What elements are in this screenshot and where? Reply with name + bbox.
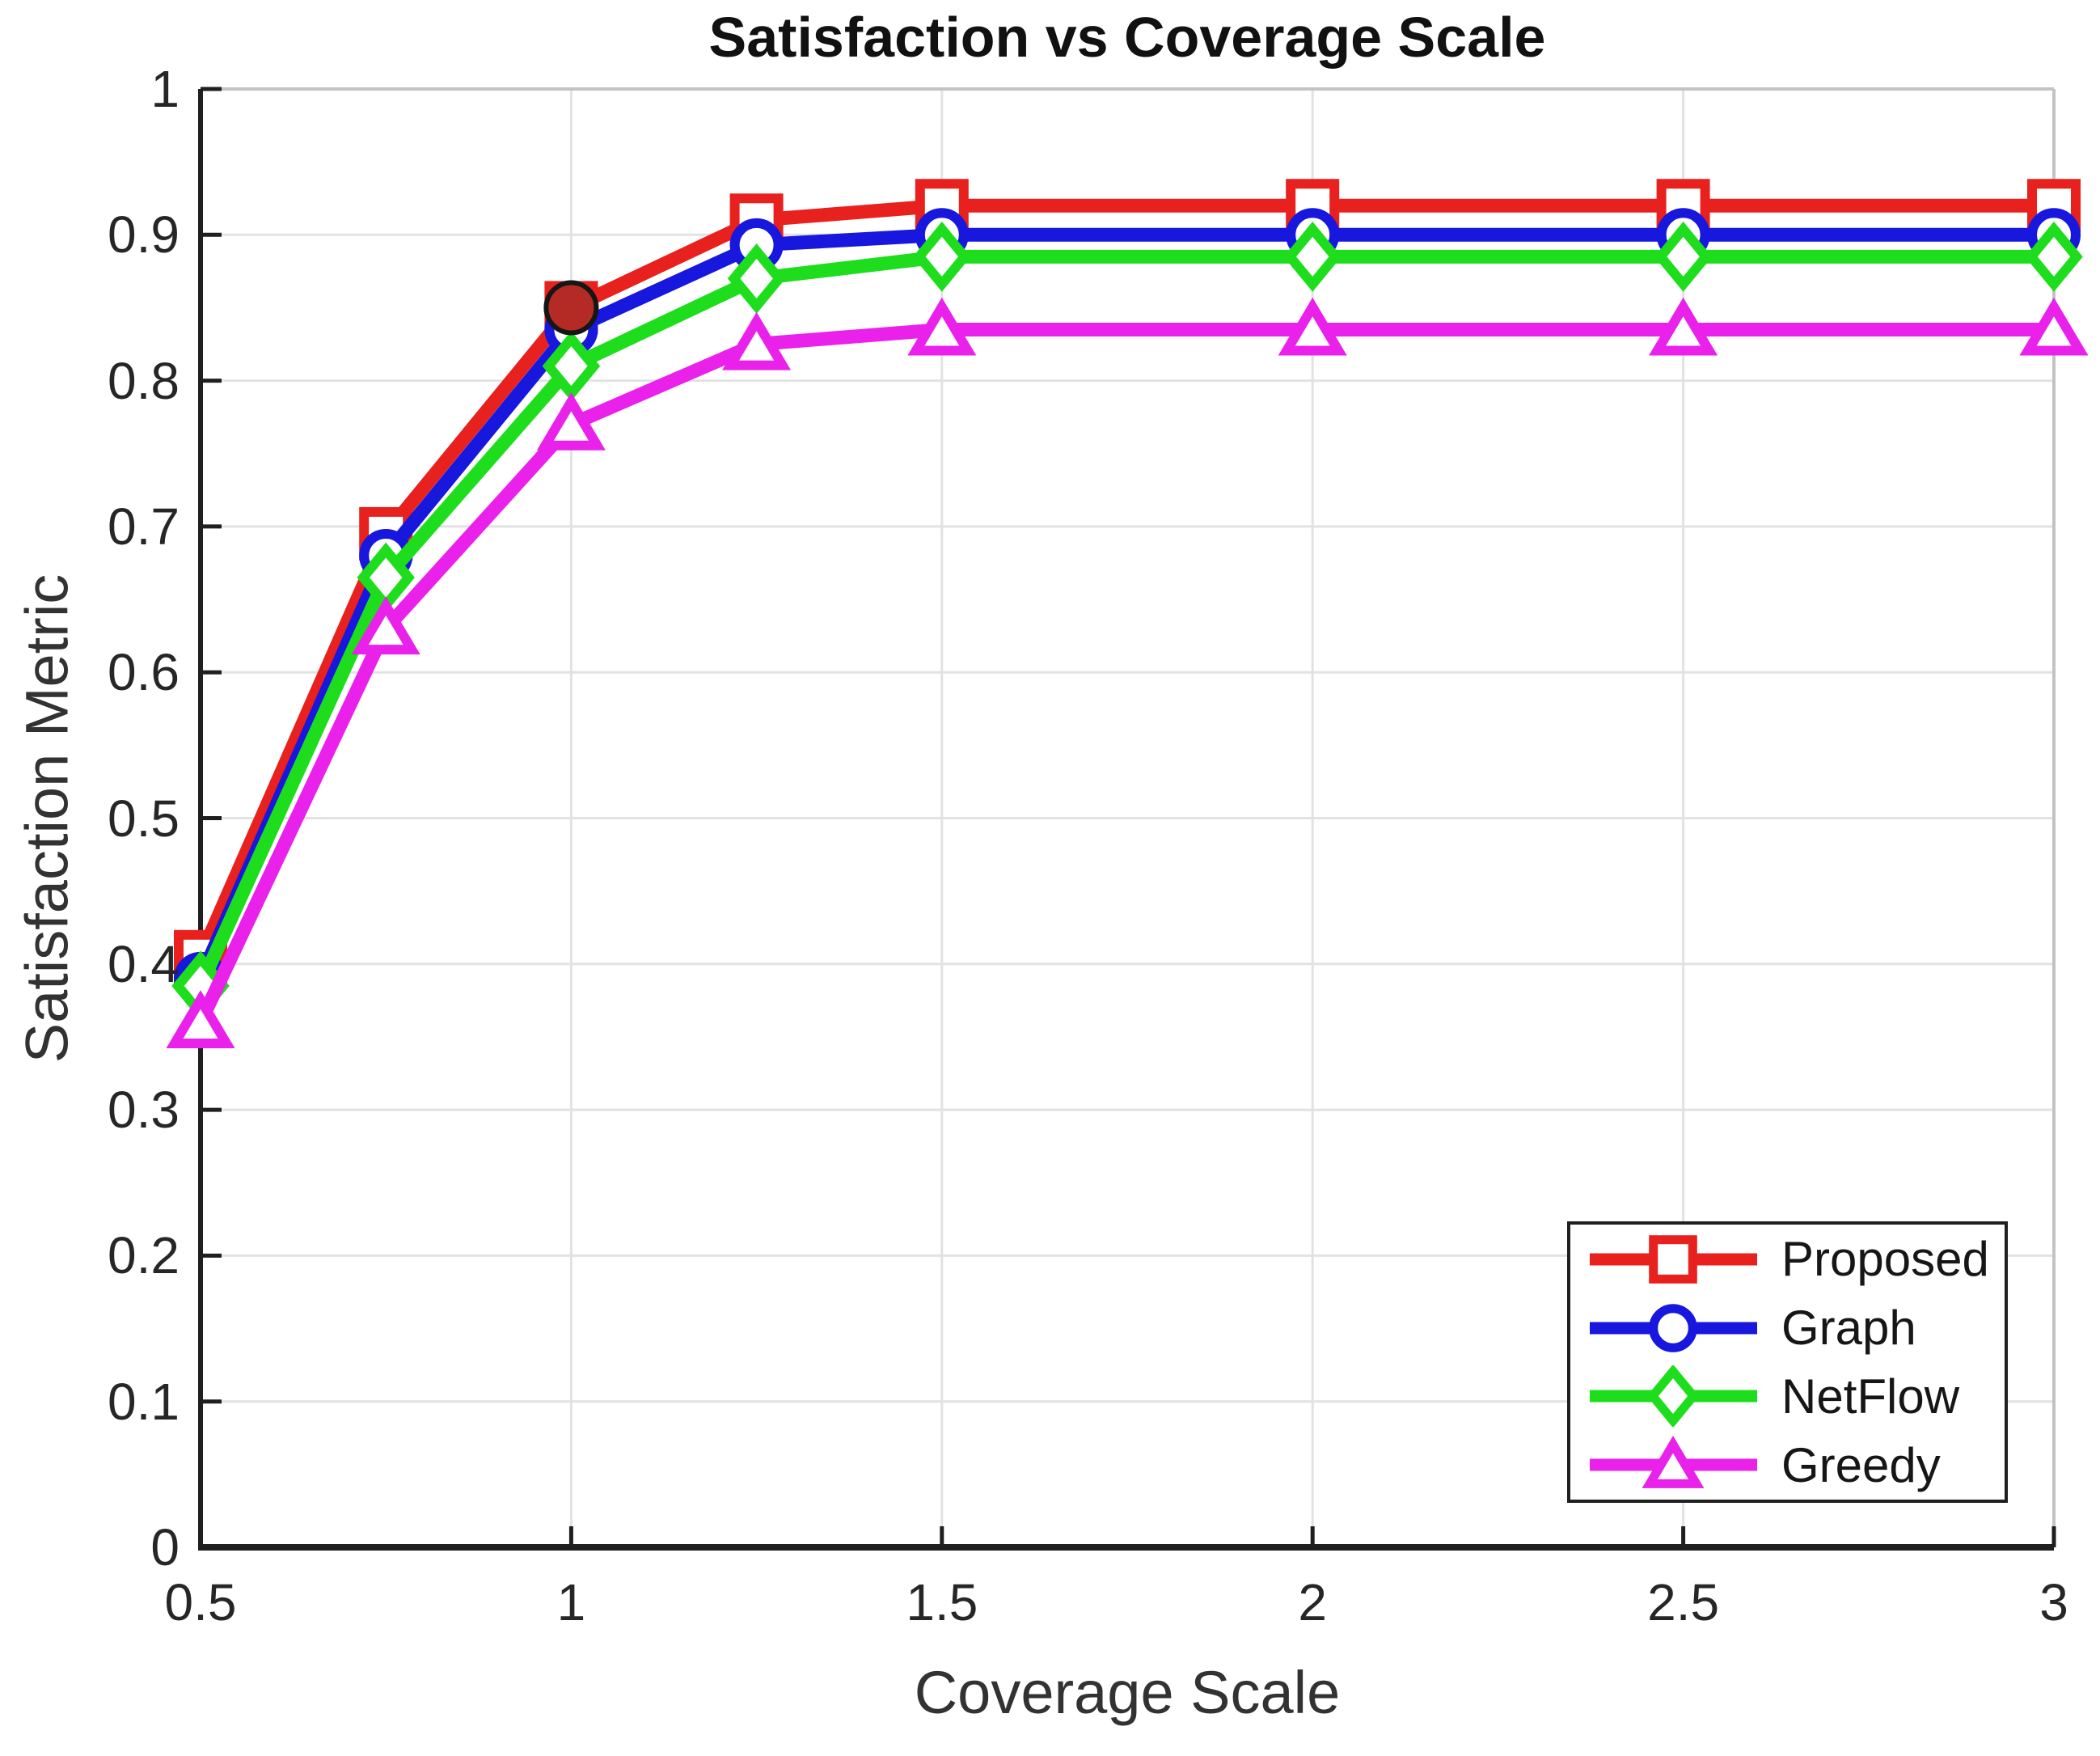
legend-swatch-square-proposed (1590, 1234, 1757, 1284)
x-tick-label: 2.5 (1647, 1573, 1720, 1631)
legend-swatch-triangle-greedy (1590, 1436, 1757, 1489)
marker-greedy (351, 596, 420, 655)
y-tick-label: 0.2 (108, 1226, 180, 1285)
legend-marker-greedy (1642, 1436, 1705, 1489)
x-tick-label: 1.5 (906, 1573, 978, 1631)
marker-greedy (536, 391, 606, 451)
marker-greedy (907, 297, 977, 356)
legend-marker-netflow (1646, 1365, 1700, 1428)
series-line-greedy (194, 322, 2054, 1026)
marker-greedy (166, 990, 235, 1048)
legend-swatch-diamond-netflow (1590, 1365, 1757, 1428)
legend-swatch-circle-graph (1590, 1303, 1757, 1352)
marker-netflow (1283, 221, 1342, 292)
legend-label: Proposed (1781, 1232, 1989, 1287)
legend-label: Graph (1781, 1301, 1916, 1356)
y-tick-label: 0.3 (108, 1081, 180, 1140)
y-tick-label: 0.4 (108, 934, 180, 993)
y-tick-label: 0.1 (108, 1372, 180, 1431)
x-tick-label: 1 (556, 1573, 586, 1631)
marker-netflow (913, 221, 971, 292)
legend-marker-graph (1649, 1303, 1697, 1352)
y-tick-label: 0 (150, 1518, 180, 1576)
marker-netflow (727, 243, 786, 314)
legend: Proposed Graph NetFlow Greedy (1567, 1221, 2008, 1503)
marker-greedy (1278, 297, 1347, 356)
highlight-point (543, 280, 599, 336)
y-tick-label: 0.9 (108, 205, 180, 264)
legend-row-graph: Graph (1570, 1294, 2005, 1362)
marker-netflow (1654, 221, 1713, 292)
series-line-netflow (194, 249, 2054, 989)
y-tick-label: 0.6 (108, 643, 180, 702)
y-tick-label: 0.5 (108, 789, 180, 848)
marker-greedy (1649, 297, 1718, 356)
x-tick-label: 0.5 (164, 1573, 237, 1631)
legend-label: NetFlow (1781, 1369, 1960, 1424)
series-line-proposed (194, 198, 2054, 960)
legend-row-greedy: Greedy (1570, 1431, 2005, 1499)
legend-row-netflow: NetFlow (1570, 1362, 2005, 1430)
x-tick-label: 3 (2039, 1573, 2068, 1631)
marker-netflow (2025, 221, 2083, 292)
chart-title: Satisfaction vs Coverage Scale (708, 6, 1546, 69)
x-tick-label: 2 (1298, 1573, 1327, 1631)
marker-greedy (2019, 297, 2089, 356)
series-line-graph (194, 227, 2054, 982)
y-tick-label: 0.8 (108, 351, 180, 410)
x-axis-label: Coverage Scale (914, 1659, 1341, 1726)
legend-marker-proposed (1649, 1234, 1697, 1284)
y-tick-label: 0.7 (108, 497, 180, 556)
legend-label: Greedy (1781, 1437, 1941, 1492)
legend-row-proposed: Proposed (1570, 1225, 2005, 1293)
marker-greedy (722, 311, 792, 370)
y-tick-label: 1 (150, 60, 180, 118)
